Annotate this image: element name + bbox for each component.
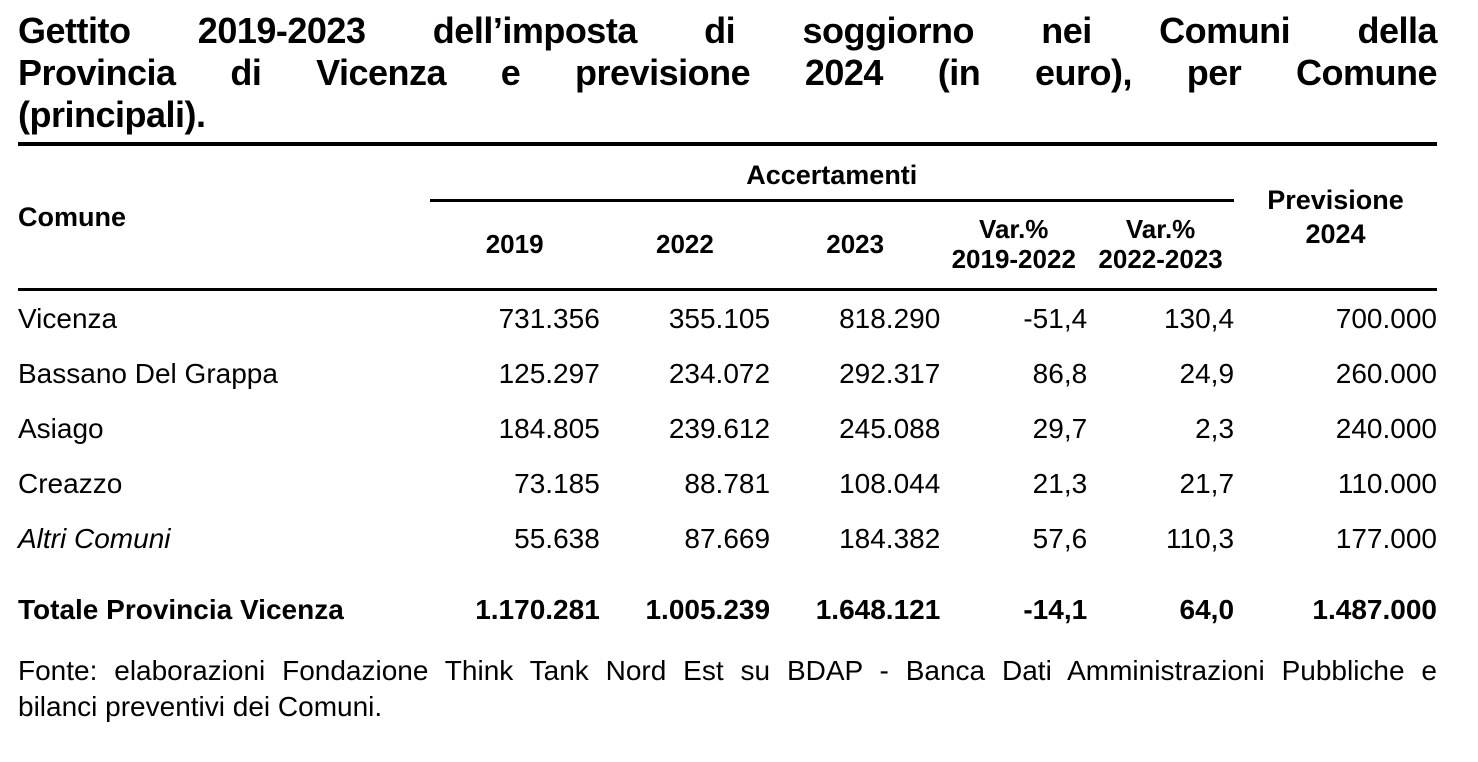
- cell-var-2019-2022: -51,4: [1023, 302, 1088, 334]
- source-note-line-1: Fonte: elaborazioni Fondazione Think Tan…: [18, 655, 1437, 686]
- cell-var-2022-2023: 24,9: [1179, 357, 1235, 389]
- cell-2019: 73.185: [514, 467, 600, 499]
- cell-2022: 239.612: [668, 412, 771, 444]
- comune-name: Altri Comuni: [18, 522, 171, 554]
- comune-name: Vicenza: [18, 302, 118, 334]
- comune-name: Asiago: [18, 412, 104, 444]
- column-header-2023: 2023: [770, 200, 941, 291]
- source-note-line-2: bilanci preventivi dei Comuni.: [18, 691, 383, 722]
- cell-previsione-2024: 260.000: [1335, 357, 1437, 389]
- cell-var-2019-2022: 21,3: [1032, 467, 1088, 499]
- cell-2022: 234.072: [668, 357, 771, 389]
- source-note: Fonte: elaborazioni Fondazione Think Tan…: [18, 653, 1437, 725]
- cell-2022: 88.781: [684, 467, 771, 499]
- cell-2023: 292.317: [839, 357, 941, 389]
- cell-2019: 55.638: [514, 522, 600, 554]
- cell-var-2019-2022: 86,8: [1032, 357, 1088, 389]
- cell-2023: 245.088: [839, 412, 941, 444]
- table-header: Comune Accertamenti Previsione 2024 2019…: [18, 146, 1437, 291]
- column-header-comune: Comune: [18, 146, 430, 291]
- cell-2023: 184.382: [839, 522, 941, 554]
- page-title: Gettito 2019-2023 dell’imposta di soggio…: [18, 10, 1438, 146]
- cell-2023: 818.290: [839, 302, 941, 334]
- cell-2019: 184.805: [498, 412, 600, 444]
- table-row-vicenza: Vicenza 731.356 355.105 818.290 -51,4 13…: [18, 290, 1437, 347]
- cell-2019: 1.170.281: [475, 593, 600, 625]
- revenue-table: Comune Accertamenti Previsione 2024 2019…: [18, 146, 1437, 637]
- table-row-asiago: Asiago 184.805 239.612 245.088 29,7 2,3 …: [18, 401, 1437, 456]
- cell-var-2019-2022: 57,6: [1032, 522, 1088, 554]
- column-header-var-2022-2023: Var.% 2022-2023: [1087, 200, 1235, 291]
- cell-var-2022-2023: 110,3: [1166, 522, 1235, 554]
- column-header-previsione-2024: Previsione 2024: [1234, 146, 1437, 291]
- cell-2022: 355.105: [668, 302, 771, 334]
- cell-previsione-2024: 240.000: [1335, 412, 1437, 444]
- cell-previsione-2024: 110.000: [1337, 467, 1437, 499]
- page-title-line-3: (principali).: [18, 94, 206, 135]
- cell-2023: 1.648.121: [815, 593, 941, 625]
- table-body: Vicenza 731.356 355.105 818.290 -51,4 13…: [18, 290, 1437, 638]
- page-title-line-1: Gettito 2019-2023 dell’imposta di soggio…: [18, 10, 1438, 51]
- cell-var-2019-2022: -14,1: [1023, 593, 1088, 625]
- header-columns-row: 2019 2022 2023 Var.% 2019-2022 Var.% 202…: [18, 200, 1437, 291]
- table-row-bassano-del-grappa: Bassano Del Grappa 125.297 234.072 292.3…: [18, 346, 1437, 401]
- cell-previsione-2024: 700.000: [1335, 302, 1437, 334]
- column-header-var-2019-2022: Var.% 2019-2022: [940, 200, 1088, 291]
- cell-2023: 108.044: [839, 467, 941, 499]
- table-row-totale-provincia: Totale Provincia Vicenza 1.170.281 1.005…: [18, 566, 1437, 637]
- cell-previsione-2024: 177.000: [1335, 522, 1437, 554]
- cell-var-2022-2023: 64,0: [1179, 593, 1235, 625]
- cell-previsione-2024: 1.487.000: [1312, 593, 1437, 625]
- cell-2022: 87.669: [684, 522, 771, 554]
- page-title-line-2: Provincia di Vicenza e previsione 2024 (…: [18, 52, 1438, 93]
- cell-var-2019-2022: 29,7: [1032, 412, 1088, 444]
- comune-name: Bassano Del Grappa: [18, 357, 278, 389]
- header-group-row: Comune Accertamenti Previsione 2024: [18, 146, 1437, 291]
- cell-2022: 1.005.239: [645, 593, 771, 625]
- cell-2019: 731.356: [498, 302, 600, 334]
- cell-var-2022-2023: 2,3: [1195, 412, 1235, 444]
- cell-2019: 125.297: [498, 357, 600, 389]
- cell-var-2022-2023: 21,7: [1179, 467, 1235, 499]
- comune-name: Creazzo: [18, 467, 123, 499]
- table-row-altri-comuni: Altri Comuni 55.638 87.669 184.382 57,6 …: [18, 511, 1437, 566]
- column-header-2022: 2022: [599, 200, 771, 291]
- cell-var-2022-2023: 130,4: [1163, 302, 1235, 334]
- table-row-creazzo: Creazzo 73.185 88.781 108.044 21,3 21,7 …: [18, 456, 1437, 511]
- comune-name: Totale Provincia Vicenza: [18, 593, 344, 625]
- column-group-accertamenti: Accertamenti: [429, 146, 1235, 202]
- column-header-2019: 2019: [429, 200, 600, 291]
